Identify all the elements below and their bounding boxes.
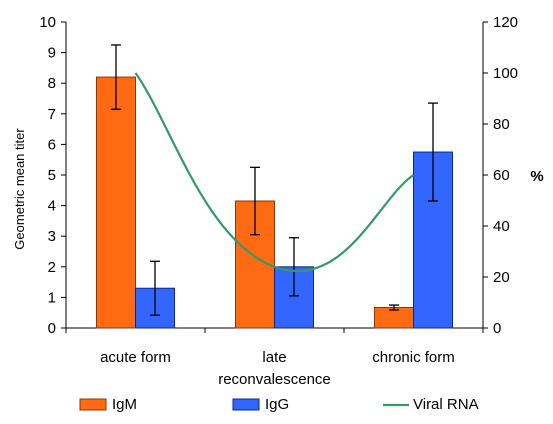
y-tick-label-3: 3 <box>48 228 56 245</box>
y2-axis-title: % <box>530 168 543 185</box>
y2-tick-label-40: 40 <box>493 218 510 235</box>
y-axis-title: Geometric mean titer <box>12 128 27 250</box>
y-tick-label-6: 6 <box>48 136 56 153</box>
y-tick-label-2: 2 <box>48 259 56 276</box>
line-group <box>134 72 415 273</box>
legend-swatch-igm <box>79 398 107 411</box>
y2-tick-label-100: 100 <box>493 65 518 82</box>
y2-tick-label-80: 80 <box>493 116 510 133</box>
legend-label-igm: IgM <box>112 396 137 413</box>
y-tick-label-4: 4 <box>48 198 56 215</box>
bars-group <box>96 76 453 329</box>
y-tick-label-9: 9 <box>48 45 56 62</box>
error-bars-group <box>111 44 438 316</box>
legend-label-igg: IgG <box>265 396 289 413</box>
y2-tick-label-120: 120 <box>493 14 518 31</box>
legend-label-viral-rna: Viral RNA <box>413 396 479 413</box>
y-tick-label-7: 7 <box>48 106 56 123</box>
legend: IgM IgG Viral RNA <box>79 396 479 413</box>
y-tick-label-0: 0 <box>48 320 56 337</box>
legend-swatch-igg <box>232 398 260 411</box>
category-label-chronic-form: chronic form <box>372 349 455 366</box>
line-viral-rna <box>134 72 415 273</box>
y-tick-label-8: 8 <box>48 75 56 92</box>
bar-igm-acute-form <box>96 76 136 329</box>
category-labels-group: acute form late reconvalescence chronic for… <box>100 349 455 388</box>
y2-tick-label-20: 20 <box>493 269 510 286</box>
y-tick-label-10: 10 <box>39 14 56 31</box>
category-label-acute-form: acute form <box>100 349 171 366</box>
y2-tick-label-0: 0 <box>493 320 501 337</box>
y-tick-label-5: 5 <box>48 167 56 184</box>
category-label-late-reconvalescence: late reconvalescence <box>218 349 331 388</box>
y2-tick-label-60: 60 <box>493 167 510 184</box>
y-tick-label-1: 1 <box>48 289 56 306</box>
